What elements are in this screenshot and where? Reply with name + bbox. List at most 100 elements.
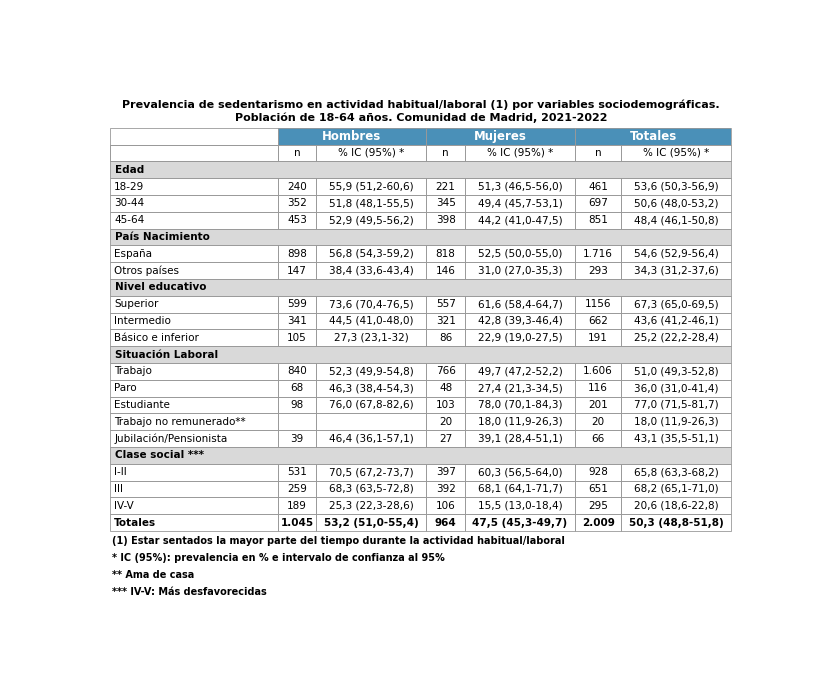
Bar [277, 514, 316, 531]
Bar [316, 178, 426, 195]
Bar [426, 178, 465, 195]
Bar [575, 296, 621, 313]
Text: 45-64: 45-64 [114, 215, 144, 225]
Bar [621, 145, 732, 161]
Bar [575, 397, 621, 413]
Bar [465, 313, 575, 329]
Text: IV-V: IV-V [114, 501, 134, 511]
Text: 27: 27 [439, 433, 452, 444]
Bar [277, 380, 316, 397]
Text: 27,4 (21,3-34,5): 27,4 (21,3-34,5) [478, 383, 562, 393]
Text: País Nacimiento: País Nacimiento [115, 232, 209, 242]
Bar [575, 464, 621, 480]
Bar [426, 313, 465, 329]
Bar [316, 497, 426, 514]
Bar [621, 363, 732, 380]
Bar [621, 195, 732, 212]
Text: 39,1 (28,4-51,1): 39,1 (28,4-51,1) [478, 433, 562, 444]
Text: 27,3 (23,1-32): 27,3 (23,1-32) [334, 333, 409, 342]
Bar [465, 464, 575, 480]
Bar [465, 397, 575, 413]
Text: 221: 221 [436, 182, 456, 192]
Bar [316, 430, 426, 447]
Bar [316, 296, 426, 313]
Bar [426, 178, 465, 195]
Text: 321: 321 [436, 316, 456, 326]
Bar [426, 397, 465, 413]
Bar [426, 397, 465, 413]
Text: 818: 818 [436, 249, 456, 259]
Bar [465, 363, 575, 380]
Bar [316, 212, 426, 229]
Bar [110, 329, 277, 346]
Bar [277, 195, 316, 212]
Bar [277, 195, 316, 212]
Text: 48: 48 [439, 383, 452, 393]
Bar [426, 413, 465, 430]
Text: 964: 964 [435, 517, 456, 528]
Text: 25,3 (22,3-28,6): 25,3 (22,3-28,6) [329, 501, 414, 511]
Bar [465, 313, 575, 329]
Bar [465, 296, 575, 313]
Text: 345: 345 [436, 198, 456, 208]
Bar [426, 464, 465, 480]
Bar [110, 145, 277, 161]
Bar [621, 430, 732, 447]
Text: Básico e inferior: Básico e inferior [114, 333, 199, 342]
Text: III: III [114, 484, 123, 494]
Bar [465, 263, 575, 279]
Bar [316, 413, 426, 430]
Text: Totales: Totales [114, 517, 156, 528]
Text: 61,6 (58,4-64,7): 61,6 (58,4-64,7) [478, 299, 562, 309]
Bar [465, 212, 575, 229]
Bar [575, 430, 621, 447]
Text: 851: 851 [588, 215, 608, 225]
Bar [575, 127, 732, 145]
Bar [465, 413, 575, 430]
Text: 1.606: 1.606 [583, 367, 613, 376]
Bar [110, 178, 277, 195]
Bar [621, 245, 732, 263]
Bar [277, 397, 316, 413]
Bar [110, 296, 277, 313]
Text: % IC (95%) *: % IC (95%) * [487, 148, 553, 158]
Bar [277, 245, 316, 263]
Bar [426, 480, 465, 497]
Bar [316, 464, 426, 480]
Text: España: España [114, 249, 152, 259]
Text: 66: 66 [591, 433, 605, 444]
Text: 20: 20 [592, 417, 605, 426]
Bar [316, 480, 426, 497]
Bar [316, 263, 426, 279]
Text: 2.009: 2.009 [582, 517, 615, 528]
Text: 30-44: 30-44 [114, 198, 144, 208]
Bar [277, 313, 316, 329]
Bar [575, 380, 621, 397]
Text: 18-29: 18-29 [114, 182, 144, 192]
Bar [621, 212, 732, 229]
Text: 106: 106 [436, 501, 456, 511]
Bar [426, 195, 465, 212]
Bar [621, 464, 732, 480]
Bar [575, 212, 621, 229]
Bar [277, 413, 316, 430]
Bar [575, 329, 621, 346]
Bar [575, 329, 621, 346]
Text: (1) Estar sentados la mayor parte del tiempo durante la actividad habitual/labor: (1) Estar sentados la mayor parte del ti… [112, 536, 565, 546]
Text: 103: 103 [436, 400, 456, 410]
Text: 44,2 (41,0-47,5): 44,2 (41,0-47,5) [478, 215, 562, 225]
Bar [110, 413, 277, 430]
Bar [110, 195, 277, 212]
Bar [465, 480, 575, 497]
Bar [110, 464, 277, 480]
Text: 105: 105 [287, 333, 307, 342]
Bar [316, 296, 426, 313]
Bar [465, 430, 575, 447]
Bar [110, 397, 277, 413]
Text: 201: 201 [589, 400, 608, 410]
Bar [465, 380, 575, 397]
Bar [277, 178, 316, 195]
Text: 53,2 (51,0-55,4): 53,2 (51,0-55,4) [324, 517, 419, 528]
Bar [110, 178, 277, 195]
Bar [575, 195, 621, 212]
